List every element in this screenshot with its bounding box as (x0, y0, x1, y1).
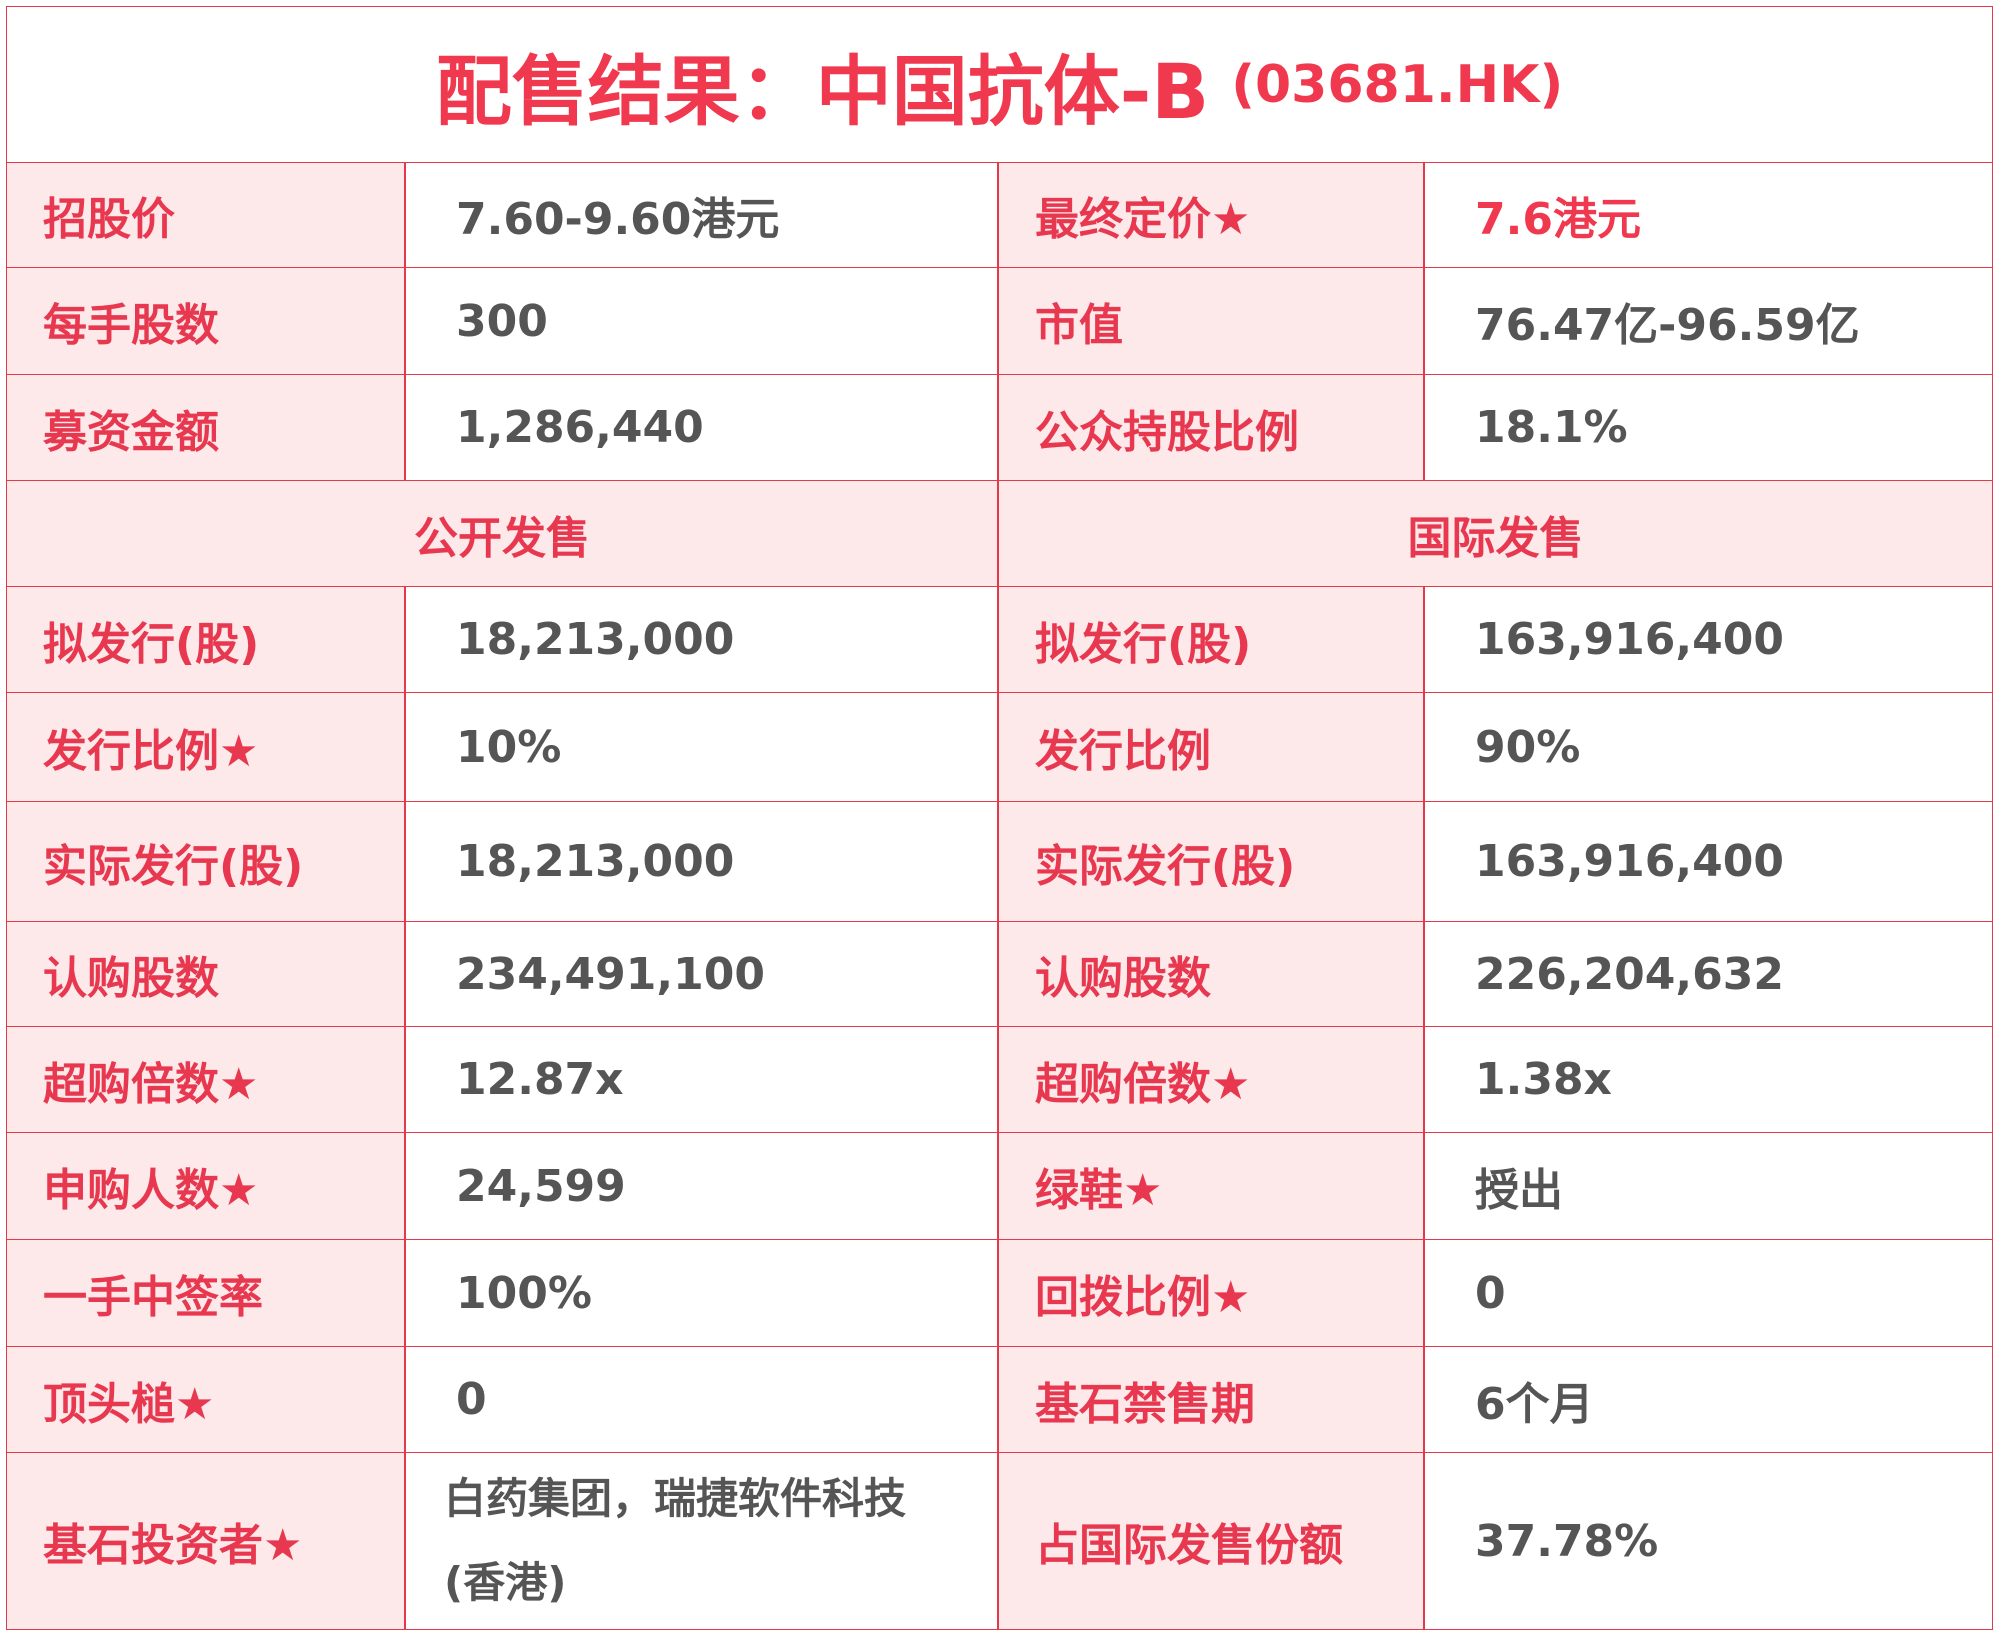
value-cell: 12.87x (405, 1026, 998, 1133)
label-cell: 基石禁售期 (998, 1346, 1424, 1453)
value-cell: 226,204,632 (1424, 921, 1993, 1027)
value-cell: 6个月 (1424, 1346, 1993, 1453)
label-cell: 招股价 (6, 162, 405, 268)
label-cell: 绿鞋★ (998, 1132, 1424, 1240)
label-cell: 最终定价★ (998, 162, 1424, 268)
section-header: 国际发售 (998, 480, 1993, 587)
label-cell: 发行比例 (998, 692, 1424, 802)
label-cell: 回拨比例★ (998, 1239, 1424, 1347)
value-cell: 76.47亿-96.59亿 (1424, 267, 1993, 375)
value-cell: 1,286,440 (405, 374, 998, 481)
value-cell: 18,213,000 (405, 586, 998, 693)
label-cell: 顶头槌★ (6, 1346, 405, 1453)
label-cell: 超购倍数★ (6, 1026, 405, 1133)
value-cell: 234,491,100 (405, 921, 998, 1027)
value-cell: 37.78% (1424, 1452, 1993, 1630)
value-cell: 授出 (1424, 1132, 1993, 1240)
value-cell: 1.38x (1424, 1026, 1993, 1133)
title-code: (03681.HK) (1231, 54, 1564, 115)
value-cell: 163,916,400 (1424, 801, 1993, 922)
label-cell: 超购倍数★ (998, 1026, 1424, 1133)
label-cell: 拟发行(股) (998, 586, 1424, 693)
label-cell: 认购股数 (998, 921, 1424, 1027)
label-cell: 募资金额 (6, 374, 405, 481)
value-cell: 7.6港元 (1424, 162, 1993, 268)
value-cell: 7.60-9.60港元 (405, 162, 998, 268)
label-cell: 拟发行(股) (6, 586, 405, 693)
value-cell: 10% (405, 692, 998, 802)
label-cell: 基石投资者★ (6, 1452, 405, 1630)
label-cell: 实际发行(股) (998, 801, 1424, 922)
label-cell: 公众持股比例 (998, 374, 1424, 481)
label-cell: 占国际发售份额 (998, 1452, 1424, 1630)
value-cell: 白药集团，瑞捷软件科技(香港) (405, 1452, 998, 1630)
label-cell: 每手股数 (6, 267, 405, 375)
value-cell: 18,213,000 (405, 801, 998, 922)
value-cell: 24,599 (405, 1132, 998, 1240)
section-header: 公开发售 (6, 480, 998, 587)
label-cell: 市值 (998, 267, 1424, 375)
title: 配售结果：中国抗体-B (435, 46, 1210, 136)
value-cell: 0 (405, 1346, 998, 1453)
value-cell: 18.1% (1424, 374, 1993, 481)
label-cell: 申购人数★ (6, 1132, 405, 1240)
value-cell: 163,916,400 (1424, 586, 1993, 693)
value-cell: 90% (1424, 692, 1993, 802)
label-cell: 实际发行(股) (6, 801, 405, 922)
value-cell: 100% (405, 1239, 998, 1347)
value-cell: 0 (1424, 1239, 1993, 1347)
title-bar: 配售结果：中国抗体-B (03681.HK) (6, 6, 1993, 163)
label-cell: 发行比例★ (6, 692, 405, 802)
label-cell: 认购股数 (6, 921, 405, 1027)
value-cell: 300 (405, 267, 998, 375)
label-cell: 一手中签率 (6, 1239, 405, 1347)
